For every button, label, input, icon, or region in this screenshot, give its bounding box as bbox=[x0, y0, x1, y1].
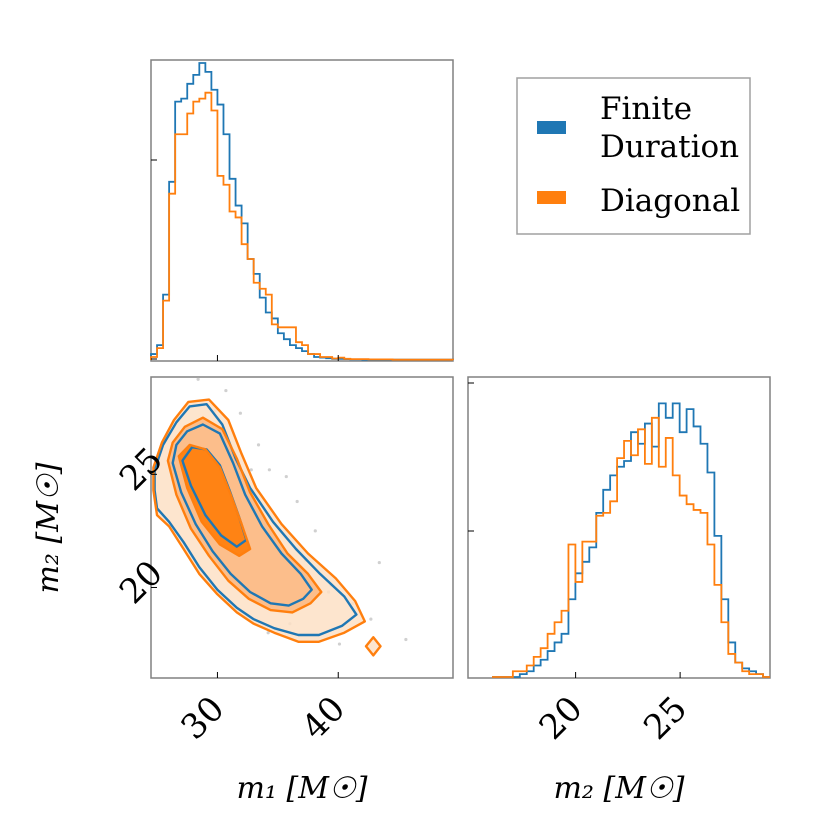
diagonal-fill-island bbox=[366, 637, 381, 656]
joint-ytick-20-label: 20 bbox=[112, 553, 171, 612]
m1-histogram-panel bbox=[150, 62, 454, 361]
diagonal-contour-mid bbox=[166, 416, 323, 614]
scatter-point-13 bbox=[266, 631, 270, 635]
legend-box bbox=[516, 77, 751, 235]
scatter-point-20 bbox=[249, 468, 253, 472]
m1-axis-label: m₁ [M☉] bbox=[236, 771, 367, 806]
legend-label-finite-duration-line1: Finite bbox=[600, 91, 692, 127]
diagonal-contour-inner bbox=[177, 443, 252, 557]
legend-swatch-finite-duration bbox=[537, 121, 566, 134]
scatter-point-11 bbox=[337, 642, 342, 646]
joint-xtick-40-label: 40 bbox=[294, 689, 353, 748]
joint-xtick-30-label: 30 bbox=[174, 689, 233, 748]
scatter-point-4 bbox=[267, 468, 271, 472]
m1-hist-finite-duration bbox=[150, 62, 454, 361]
scatter-point-2 bbox=[238, 411, 242, 415]
finite-duration-contour-mid bbox=[171, 423, 313, 607]
joint-posterior-frame bbox=[150, 376, 454, 679]
joint-y-axis-label: m₂ [M☉] bbox=[31, 462, 66, 593]
m2-hist-xtick-20-label: 20 bbox=[532, 689, 591, 748]
diagonal-contour-island bbox=[364, 636, 382, 657]
legend-label-diagonal: Diagonal bbox=[600, 183, 740, 219]
scatter-point-10 bbox=[404, 637, 408, 642]
scatter-point-0 bbox=[196, 377, 200, 381]
scatter-point-5 bbox=[295, 499, 299, 504]
scatter-point-6 bbox=[313, 529, 317, 533]
diagonal-fill-inner bbox=[178, 444, 251, 556]
scatter-point-18 bbox=[284, 474, 288, 479]
m2-hist-diagonal bbox=[492, 416, 770, 678]
scatter-point-3 bbox=[256, 443, 261, 447]
m2-axis-label: m₂ [M☉] bbox=[553, 771, 684, 806]
m2-hist-xtick-25-label: 25 bbox=[636, 689, 695, 748]
finite-duration-contour-outer bbox=[153, 403, 358, 637]
legend: Finite Duration Diagonal bbox=[516, 77, 751, 235]
m1-hist-diagonal bbox=[150, 91, 454, 361]
m2-histogram-panel bbox=[492, 402, 770, 678]
m1-histogram-frame bbox=[150, 59, 454, 362]
scatter-point-9 bbox=[377, 560, 381, 565]
legend-label-finite-duration-line2: Duration bbox=[600, 129, 739, 165]
diagonal-contour-outer bbox=[152, 398, 366, 643]
scatter-point-1 bbox=[224, 388, 228, 393]
legend-swatch-diagonal bbox=[537, 191, 566, 204]
m2-histogram-frame bbox=[467, 376, 771, 679]
joint-posterior-panel bbox=[152, 377, 408, 657]
joint-contours bbox=[152, 377, 408, 657]
scatter-point-17 bbox=[369, 617, 373, 621]
